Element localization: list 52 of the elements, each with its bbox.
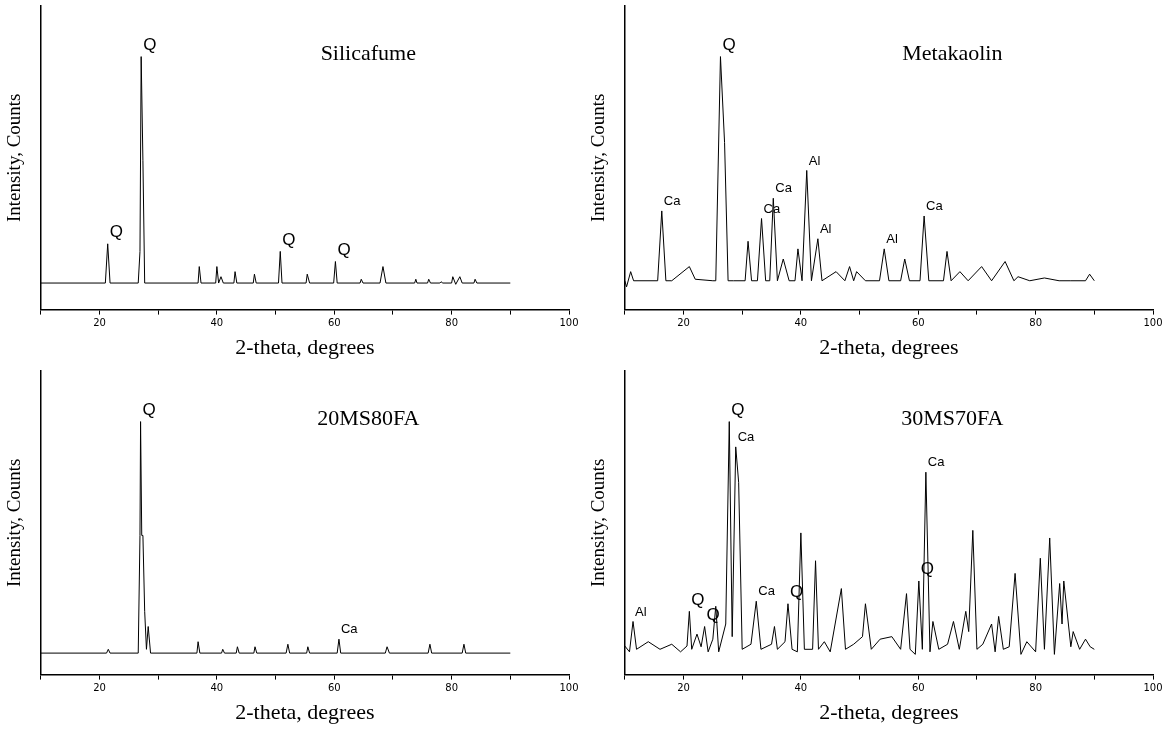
x-tick-label: 100 xyxy=(1143,317,1163,329)
x-tick-label: 80 xyxy=(445,682,458,694)
annotation: Ca xyxy=(775,180,793,196)
chart-title: 20MS80FA xyxy=(317,404,420,430)
annotation: Ca xyxy=(737,428,756,444)
annotation: Q xyxy=(143,34,157,54)
annotation: Q xyxy=(722,34,736,54)
x-axis-title: 2-theta, degrees xyxy=(819,698,959,724)
x-tick-label: 80 xyxy=(1029,682,1042,694)
y-axis-title: Intensity, Counts xyxy=(587,458,609,588)
annotation: Al xyxy=(886,230,898,246)
annotation: Ca xyxy=(926,198,944,214)
y-axis-title: Intensity, Counts xyxy=(3,458,25,588)
x-axis-title: 2-theta, degrees xyxy=(235,333,375,359)
annotation: Q xyxy=(691,589,705,609)
x-axis-title: 2-theta, degrees xyxy=(235,698,375,724)
y-axis-title: Intensity, Counts xyxy=(3,93,25,223)
x-tick-label: 20 xyxy=(93,317,106,329)
annotation: Ca xyxy=(927,454,946,470)
x-tick-label: 20 xyxy=(677,682,690,694)
x-tick-label: 60 xyxy=(327,317,341,329)
annotation: Al xyxy=(819,220,832,236)
annotation: Al xyxy=(808,152,821,168)
annotation: Q xyxy=(337,239,351,259)
annotation: Q xyxy=(731,399,745,419)
annotation: Q xyxy=(109,222,123,242)
x-tick-label: 40 xyxy=(210,682,224,694)
y-axis-title: Intensity, Counts xyxy=(587,93,609,223)
x-tick-label: 60 xyxy=(911,317,925,329)
x-tick-label: 60 xyxy=(327,682,341,694)
annotation: Q xyxy=(142,399,156,419)
chart-title: Metakaolin xyxy=(902,39,1003,65)
annotation: Q xyxy=(282,229,296,249)
annotation: Ca xyxy=(758,583,776,599)
annotation: Al xyxy=(635,603,647,619)
x-tick-label: 60 xyxy=(911,682,925,694)
x-tick-label: 40 xyxy=(794,317,808,329)
x-tick-label: 40 xyxy=(794,682,808,694)
annotation: Ca xyxy=(663,193,682,209)
x-tick-label: 80 xyxy=(1029,317,1042,329)
x-tick-label: 100 xyxy=(559,682,579,694)
x-tick-label: 80 xyxy=(445,317,458,329)
x-tick-label: 20 xyxy=(677,317,690,329)
annotation: Ca xyxy=(340,621,359,637)
x-tick-label: 100 xyxy=(559,317,579,329)
x-tick-label: 40 xyxy=(210,317,224,329)
annotation: Q xyxy=(920,559,935,579)
x-tick-label: 20 xyxy=(93,682,106,694)
x-axis-title: 2-theta, degrees xyxy=(819,333,959,359)
x-tick-label: 100 xyxy=(1143,682,1163,694)
chart-title: 30MS70FA xyxy=(901,404,1004,430)
chart-title: Silicafume xyxy=(320,39,416,65)
